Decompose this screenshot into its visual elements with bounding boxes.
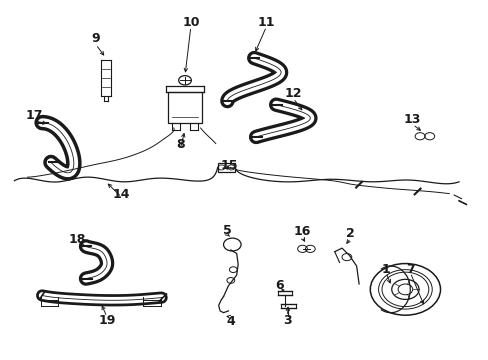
Text: 9: 9	[91, 32, 100, 45]
Text: 18: 18	[69, 233, 86, 246]
Text: 7: 7	[405, 263, 414, 276]
Text: 13: 13	[403, 113, 421, 126]
Text: 2: 2	[346, 227, 354, 240]
Text: 11: 11	[257, 16, 275, 29]
Text: 8: 8	[176, 138, 184, 150]
Text: 1: 1	[381, 263, 389, 276]
Text: 15: 15	[220, 159, 237, 172]
Text: 14: 14	[113, 188, 130, 201]
Text: 12: 12	[284, 87, 302, 100]
Text: 19: 19	[98, 314, 116, 327]
Text: 16: 16	[293, 225, 310, 238]
Text: 3: 3	[283, 314, 291, 327]
Bar	[168, 92, 201, 123]
Text: 17: 17	[25, 109, 42, 122]
Text: 6: 6	[275, 279, 284, 292]
Text: 5: 5	[223, 224, 231, 237]
Bar	[217, 163, 235, 172]
Text: 4: 4	[226, 315, 235, 328]
Text: 10: 10	[182, 16, 199, 29]
